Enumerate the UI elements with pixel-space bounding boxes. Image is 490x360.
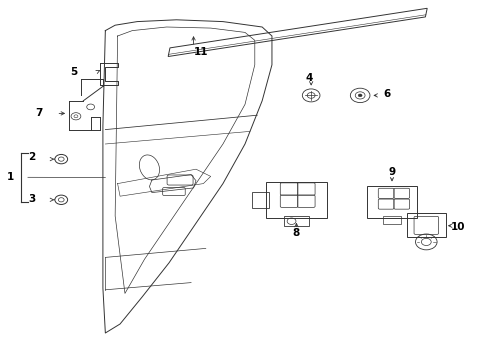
Text: 7: 7 [35,108,43,118]
Text: 10: 10 [451,222,465,232]
Text: 6: 6 [384,89,391,99]
Text: 11: 11 [194,47,208,57]
Text: 9: 9 [389,167,395,177]
Text: 4: 4 [305,73,313,83]
Text: 3: 3 [28,194,35,204]
Text: 8: 8 [293,228,300,238]
Text: 1: 1 [7,172,14,182]
Text: 5: 5 [70,67,77,77]
Text: 2: 2 [28,152,35,162]
Circle shape [358,94,362,97]
